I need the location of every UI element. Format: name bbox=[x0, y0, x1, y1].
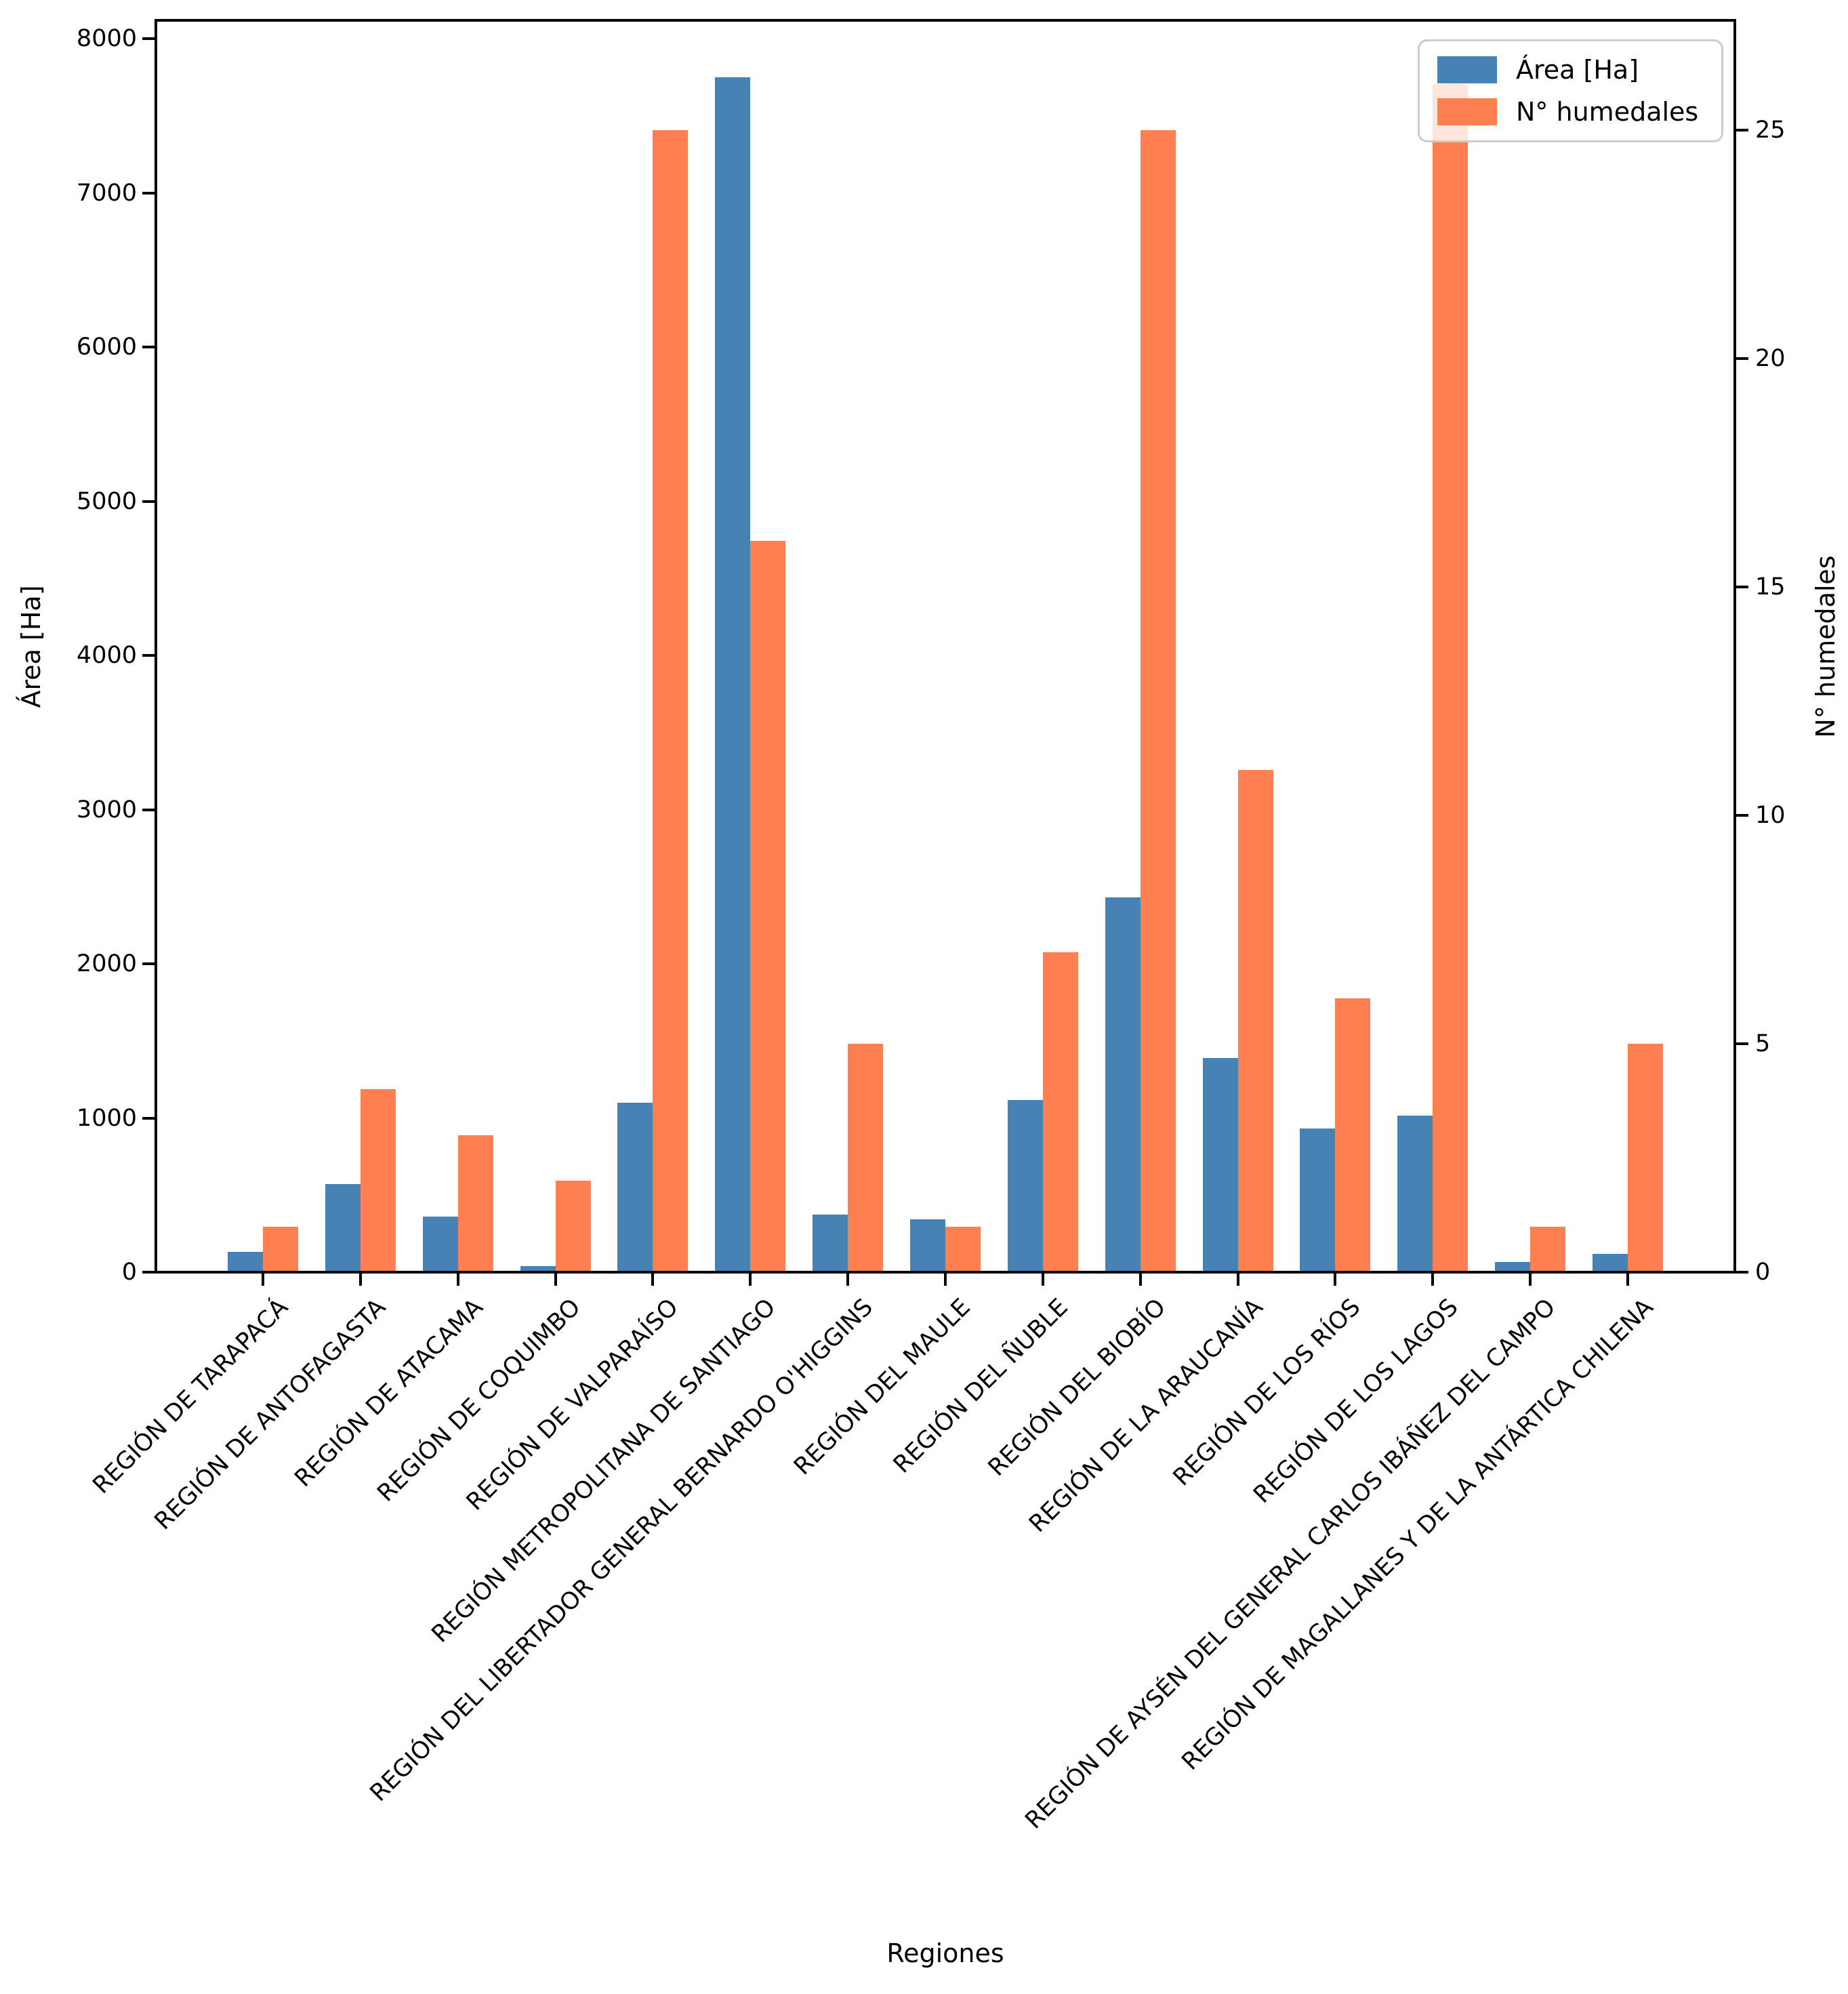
x-tick bbox=[944, 1274, 947, 1286]
bar-humedales bbox=[1335, 998, 1371, 1272]
y-tick-label-left: 1000 bbox=[76, 1104, 137, 1132]
bar-area bbox=[1300, 1128, 1336, 1272]
x-tick bbox=[1431, 1274, 1435, 1286]
bar-humedales bbox=[750, 541, 786, 1272]
x-axis-label: Regiones bbox=[886, 1938, 1004, 1968]
x-tick bbox=[749, 1274, 752, 1286]
x-tick-label: REGIÓN DE ATACAMA bbox=[289, 1293, 489, 1492]
y-tick-right bbox=[1736, 1271, 1748, 1274]
y-axis-label-right: N° humedales bbox=[1811, 554, 1841, 738]
y-tick-label-right: 0 bbox=[1755, 1259, 1771, 1286]
y-tick-label-left: 0 bbox=[121, 1259, 137, 1286]
y-tick-right bbox=[1736, 813, 1748, 817]
x-tick bbox=[554, 1274, 557, 1286]
y-tick-left bbox=[142, 654, 155, 657]
bar-humedales bbox=[1530, 1226, 1566, 1272]
legend-label-area: Área [Ha] bbox=[1516, 55, 1639, 85]
x-tick bbox=[1041, 1274, 1044, 1286]
y-tick-left bbox=[142, 500, 155, 503]
y-tick-left bbox=[142, 346, 155, 349]
bar-area bbox=[1495, 1262, 1531, 1272]
bar-area bbox=[1202, 1057, 1238, 1272]
x-tick bbox=[1334, 1274, 1337, 1286]
y-tick-label-right: 25 bbox=[1755, 116, 1786, 144]
bar-area bbox=[1105, 897, 1141, 1272]
x-tick bbox=[358, 1274, 362, 1286]
bar-humedales bbox=[555, 1181, 591, 1272]
bar-area bbox=[813, 1214, 848, 1272]
legend-item-area: Área [Ha] bbox=[1437, 55, 1698, 85]
x-tick bbox=[456, 1274, 459, 1286]
y-tick-label-right: 20 bbox=[1755, 344, 1786, 372]
x-tick-label: REGIÓN DEL ÑUBLE bbox=[888, 1293, 1073, 1479]
bar-humedales bbox=[945, 1226, 981, 1272]
x-tick-label: REGIÓN DE LOS RÍOS bbox=[1168, 1293, 1366, 1492]
x-tick bbox=[1236, 1274, 1239, 1286]
x-tick-label: REGIÓN DE TARAPACÁ bbox=[87, 1293, 293, 1500]
bar-humedales bbox=[360, 1089, 396, 1272]
bar-humedales bbox=[1042, 952, 1078, 1272]
plot-frame bbox=[155, 19, 1736, 1274]
y-tick-label-left: 3000 bbox=[76, 796, 137, 823]
legend: Área [Ha] N° humedales bbox=[1418, 39, 1724, 142]
y-tick-label-left: 7000 bbox=[76, 179, 137, 207]
y-tick-left bbox=[142, 191, 155, 195]
bar-humedales bbox=[653, 129, 689, 1272]
y-tick-left bbox=[142, 808, 155, 811]
y-tick-label-left: 6000 bbox=[76, 333, 137, 361]
bar-area bbox=[228, 1252, 263, 1272]
bar-area bbox=[422, 1217, 458, 1272]
bar-area bbox=[715, 77, 751, 1272]
legend-swatch-area-icon bbox=[1437, 56, 1497, 83]
bar-area bbox=[325, 1184, 361, 1272]
x-tick bbox=[1138, 1274, 1142, 1286]
y-tick-label-left: 2000 bbox=[76, 950, 137, 978]
bar-area bbox=[1397, 1116, 1433, 1272]
x-tick bbox=[1626, 1274, 1629, 1286]
y-tick-label-right: 10 bbox=[1755, 801, 1786, 829]
legend-swatch-humedales-icon bbox=[1437, 98, 1497, 125]
bar-humedales bbox=[848, 1043, 884, 1272]
bar-area bbox=[520, 1265, 556, 1272]
legend-label-humedales: N° humedales bbox=[1516, 97, 1699, 127]
y-tick-label-right: 15 bbox=[1755, 573, 1786, 601]
x-tick-label: REGIÓN DE MAGALLANES Y DE LA ANTÁRTICA C… bbox=[1176, 1293, 1658, 1776]
bar-area bbox=[910, 1219, 945, 1272]
y-tick-left bbox=[142, 1116, 155, 1120]
bar-area bbox=[617, 1102, 653, 1272]
bar-humedales bbox=[1433, 84, 1469, 1272]
x-tick-label: REGIÓN DE COQUIMBO bbox=[372, 1293, 586, 1507]
bar-humedales bbox=[1140, 129, 1176, 1272]
y-tick-label-left: 4000 bbox=[76, 642, 137, 670]
x-tick-label: REGIÓN DE LOS LAGOS bbox=[1248, 1293, 1464, 1509]
bar-humedales bbox=[1628, 1043, 1663, 1272]
y-tick-label-left: 5000 bbox=[76, 487, 137, 515]
y-tick-left bbox=[142, 1271, 155, 1274]
y-tick-label-left: 8000 bbox=[76, 25, 137, 53]
y-tick-left bbox=[142, 962, 155, 966]
bar-humedales bbox=[457, 1135, 493, 1272]
x-tick-label: REGIÓN DEL BIOBÍO bbox=[983, 1293, 1171, 1482]
y-tick-right bbox=[1736, 585, 1748, 588]
x-tick bbox=[651, 1274, 655, 1286]
x-tick-label: REGIÓN METROPOLITANA DE SANTIAGO bbox=[426, 1293, 781, 1648]
y-tick-right bbox=[1736, 1042, 1748, 1045]
y-tick-label-right: 5 bbox=[1755, 1030, 1771, 1057]
legend-item-humedales: N° humedales bbox=[1437, 97, 1698, 127]
bar-humedales bbox=[1237, 769, 1273, 1272]
bar-area bbox=[1593, 1253, 1628, 1272]
x-tick bbox=[846, 1274, 850, 1286]
bar-humedales bbox=[263, 1226, 298, 1272]
y-axis-label-left: Área [Ha] bbox=[16, 584, 46, 708]
x-tick bbox=[262, 1274, 264, 1286]
y-tick-right bbox=[1736, 357, 1748, 360]
y-tick-left bbox=[142, 37, 155, 41]
x-tick-label: REGIÓN DEL MAULE bbox=[789, 1293, 976, 1481]
x-tick bbox=[1529, 1274, 1532, 1286]
bar-area bbox=[1007, 1100, 1043, 1272]
y-tick-right bbox=[1736, 128, 1748, 131]
